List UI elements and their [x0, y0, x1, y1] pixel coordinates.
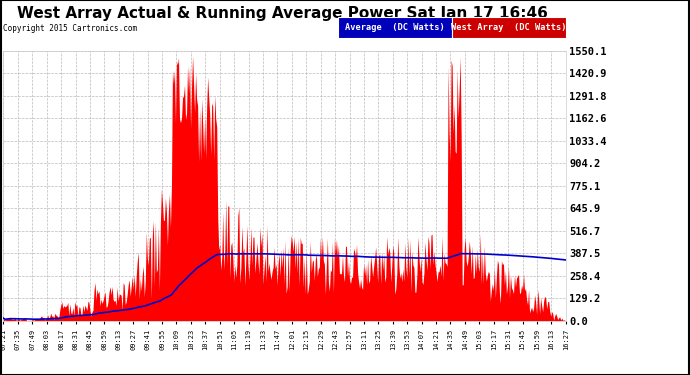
- Text: West Array  (DC Watts): West Array (DC Watts): [451, 22, 566, 32]
- Text: Average  (DC Watts): Average (DC Watts): [345, 22, 445, 32]
- Text: Copyright 2015 Cartronics.com: Copyright 2015 Cartronics.com: [3, 24, 137, 33]
- Text: West Array Actual & Running Average Power Sat Jan 17 16:46: West Array Actual & Running Average Powe…: [17, 6, 549, 21]
